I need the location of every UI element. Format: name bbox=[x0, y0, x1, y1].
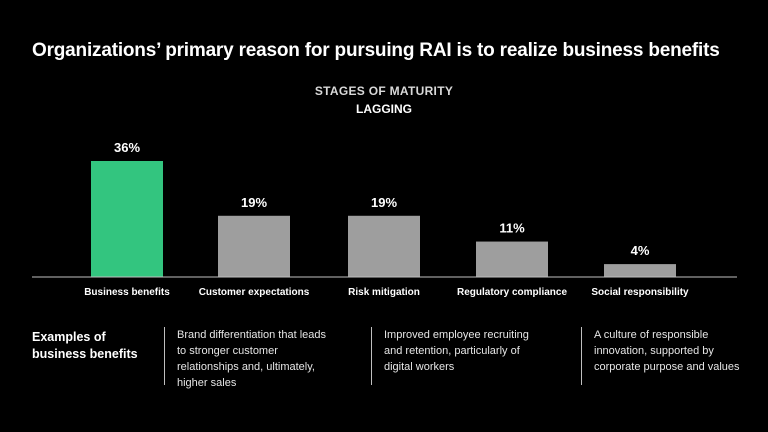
bar-value-label: 36% bbox=[114, 140, 140, 155]
category-label: Regulatory compliance bbox=[457, 287, 567, 298]
examples-heading: Examples of business benefits bbox=[32, 330, 138, 361]
example-item: Improved employee recruiting and retenti… bbox=[371, 327, 534, 385]
category-label: Social responsibility bbox=[591, 287, 689, 298]
example-item: A culture of responsible innovation, sup… bbox=[581, 327, 744, 385]
example-item: Brand differentiation that leads to stro… bbox=[164, 327, 327, 389]
category-label: Customer expectations bbox=[199, 287, 310, 298]
bar-chart: 36% Business benefits 19% Customer expectat… bbox=[32, 140, 737, 298]
chart-subtitle-stage: LAGGING bbox=[356, 102, 412, 116]
chart-title: Organizations’ primary reason for pursui… bbox=[32, 40, 720, 61]
bar-value-label: 11% bbox=[499, 221, 525, 236]
bar-social-responsibility bbox=[604, 264, 676, 277]
bar-value-label: 19% bbox=[371, 195, 397, 210]
bar-business-benefits bbox=[91, 161, 163, 277]
bar-regulatory-compliance bbox=[476, 241, 548, 277]
bar-risk-mitigation bbox=[348, 215, 420, 277]
category-label: Business benefits bbox=[84, 287, 170, 298]
category-label: Risk mitigation bbox=[348, 287, 420, 298]
bar-value-label: 4% bbox=[631, 243, 650, 258]
bar-customer-expectations bbox=[218, 215, 290, 277]
bar-value-label: 19% bbox=[241, 195, 267, 210]
chart-subtitle: STAGES OF MATURITY bbox=[314, 84, 454, 98]
